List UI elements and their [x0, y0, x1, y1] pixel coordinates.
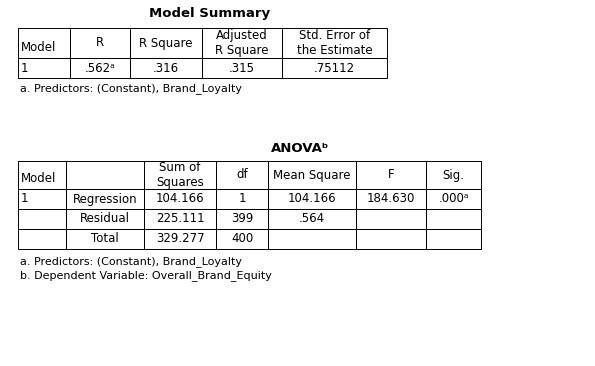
Bar — [70, 58, 130, 78]
Bar — [66, 161, 144, 189]
Text: R: R — [96, 37, 104, 49]
Text: Sig.: Sig. — [443, 168, 465, 182]
Text: R Square: R Square — [139, 37, 193, 49]
Bar — [144, 229, 216, 249]
Bar — [18, 189, 66, 209]
Bar — [356, 189, 426, 209]
Bar — [216, 229, 268, 249]
Text: 104.166: 104.166 — [288, 193, 336, 205]
Text: .564: .564 — [299, 213, 325, 225]
Text: Regression: Regression — [73, 193, 137, 205]
Bar — [426, 229, 481, 249]
Bar — [18, 209, 66, 229]
Text: .000ᵃ: .000ᵃ — [439, 193, 469, 205]
Bar — [268, 209, 356, 229]
Bar — [268, 189, 356, 209]
Text: a. Predictors: (Constant), Brand_Loyalty: a. Predictors: (Constant), Brand_Loyalty — [20, 257, 242, 268]
Bar — [144, 189, 216, 209]
Bar — [18, 28, 70, 58]
Text: Sum of
Squares: Sum of Squares — [156, 161, 204, 189]
Bar — [282, 58, 387, 78]
Bar — [144, 161, 216, 189]
Text: 1: 1 — [238, 193, 246, 205]
Bar — [130, 58, 202, 78]
Bar — [216, 161, 268, 189]
Text: a. Predictors: (Constant), Brand_Loyalty: a. Predictors: (Constant), Brand_Loyalty — [20, 83, 242, 94]
Bar — [18, 229, 66, 249]
Bar — [356, 161, 426, 189]
Bar — [66, 209, 144, 229]
Text: 1: 1 — [21, 193, 29, 205]
Text: 104.166: 104.166 — [156, 193, 204, 205]
Text: .75112: .75112 — [314, 61, 355, 75]
Bar — [130, 28, 202, 58]
Bar — [426, 189, 481, 209]
Text: 184.630: 184.630 — [367, 193, 415, 205]
Text: Residual: Residual — [80, 213, 130, 225]
Text: Mean Square: Mean Square — [273, 168, 350, 182]
Text: ANOVAᵇ: ANOVAᵇ — [271, 142, 329, 154]
Text: Adjusted
R Square: Adjusted R Square — [215, 29, 269, 57]
Bar — [202, 58, 282, 78]
Text: Total: Total — [91, 232, 119, 246]
Bar — [18, 161, 66, 189]
Text: 399: 399 — [231, 213, 253, 225]
Text: Model: Model — [21, 41, 57, 54]
Text: b. Dependent Variable: Overall_Brand_Equity: b. Dependent Variable: Overall_Brand_Equ… — [20, 270, 272, 281]
Bar — [18, 58, 70, 78]
Bar — [66, 189, 144, 209]
Bar — [144, 209, 216, 229]
Bar — [426, 209, 481, 229]
Bar — [426, 161, 481, 189]
Bar — [70, 28, 130, 58]
Text: .316: .316 — [153, 61, 179, 75]
Bar — [216, 209, 268, 229]
Bar — [268, 229, 356, 249]
Bar — [66, 229, 144, 249]
Text: df: df — [236, 168, 248, 182]
Text: .315: .315 — [229, 61, 255, 75]
Text: F: F — [388, 168, 394, 182]
Bar — [356, 209, 426, 229]
Bar — [282, 28, 387, 58]
Text: 225.111: 225.111 — [156, 213, 204, 225]
Text: 329.277: 329.277 — [156, 232, 204, 246]
Bar — [216, 189, 268, 209]
Bar — [268, 161, 356, 189]
Text: 400: 400 — [231, 232, 253, 246]
Bar — [356, 229, 426, 249]
Text: Std. Error of
the Estimate: Std. Error of the Estimate — [297, 29, 372, 57]
Text: Model: Model — [21, 172, 57, 185]
Text: 1: 1 — [21, 61, 29, 75]
Bar — [202, 28, 282, 58]
Text: .562ᵃ: .562ᵃ — [84, 61, 115, 75]
Text: Model Summary: Model Summary — [149, 7, 271, 20]
